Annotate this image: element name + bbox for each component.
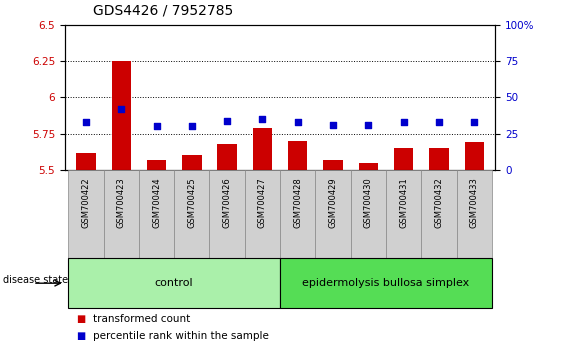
Bar	[386, 170, 421, 258]
Text: GSM700423: GSM700423	[117, 177, 126, 228]
Text: GSM700422: GSM700422	[82, 177, 91, 228]
Bar	[76, 153, 96, 170]
Text: GSM700425: GSM700425	[187, 177, 196, 228]
Bar	[147, 160, 166, 170]
Bar	[421, 170, 457, 258]
Text: GSM700433: GSM700433	[470, 177, 479, 228]
Bar	[209, 170, 245, 258]
Bar	[315, 170, 351, 258]
Point	[258, 116, 267, 122]
Text: GSM700426: GSM700426	[222, 177, 231, 228]
Bar	[253, 128, 272, 170]
Bar	[68, 170, 104, 258]
Bar	[457, 170, 492, 258]
Point	[293, 119, 302, 125]
Bar	[139, 170, 174, 258]
Point	[187, 124, 196, 129]
Bar	[174, 170, 209, 258]
Bar	[464, 142, 484, 170]
Text: percentile rank within the sample: percentile rank within the sample	[93, 331, 269, 341]
Bar	[111, 61, 131, 170]
Text: control: control	[155, 278, 194, 288]
Bar	[359, 162, 378, 170]
Bar	[245, 170, 280, 258]
Text: GDS4426 / 7952785: GDS4426 / 7952785	[93, 4, 233, 18]
Bar	[288, 141, 307, 170]
Text: GSM700432: GSM700432	[435, 177, 444, 228]
Bar	[351, 170, 386, 258]
Text: GSM700431: GSM700431	[399, 177, 408, 228]
Bar	[323, 160, 343, 170]
Text: GSM700424: GSM700424	[152, 177, 161, 228]
Bar	[429, 148, 449, 170]
Point	[117, 106, 126, 112]
Text: GSM700427: GSM700427	[258, 177, 267, 228]
Point	[222, 118, 231, 124]
Text: ■: ■	[76, 314, 85, 324]
Point	[82, 119, 91, 125]
Bar	[217, 144, 237, 170]
Bar	[280, 170, 315, 258]
Point	[364, 122, 373, 128]
Bar	[182, 155, 202, 170]
Text: GSM700428: GSM700428	[293, 177, 302, 228]
Text: epidermolysis bullosa simplex: epidermolysis bullosa simplex	[302, 278, 470, 288]
Text: GSM700430: GSM700430	[364, 177, 373, 228]
Point	[470, 119, 479, 125]
Point	[329, 122, 338, 128]
Bar	[104, 170, 139, 258]
Point	[152, 124, 161, 129]
Bar	[394, 148, 413, 170]
Point	[435, 119, 444, 125]
Text: transformed count: transformed count	[93, 314, 190, 324]
Bar	[280, 258, 492, 308]
Text: disease state: disease state	[3, 275, 68, 285]
Point	[399, 119, 408, 125]
Bar	[68, 258, 280, 308]
Text: GSM700429: GSM700429	[329, 177, 338, 228]
Text: ■: ■	[76, 331, 85, 341]
